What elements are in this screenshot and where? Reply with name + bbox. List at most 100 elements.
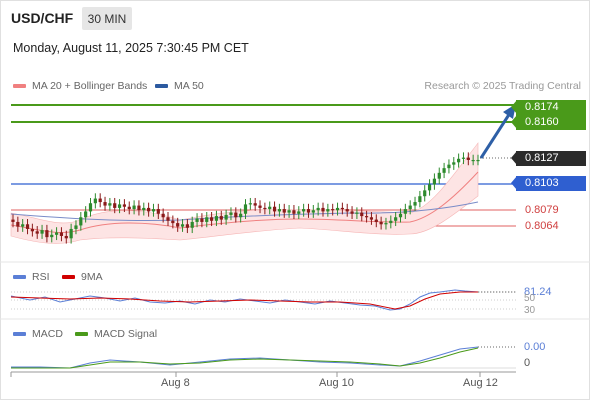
ma50-swatch: [155, 84, 168, 88]
candle-body: [25, 224, 30, 229]
candle-body: [316, 207, 320, 211]
macd-swatch: [13, 332, 26, 336]
candle-body: [30, 228, 34, 232]
candle-body: [117, 204, 122, 208]
candle-body: [297, 211, 301, 214]
candle-body: [205, 217, 209, 222]
pivot-tag-arrow: [511, 176, 517, 190]
candle-body: [59, 232, 64, 236]
candle-body: [355, 212, 359, 214]
rsi-line: [10, 289, 479, 311]
candle-body: [147, 207, 151, 212]
candle-body: [21, 224, 25, 227]
candle-body: [384, 223, 388, 225]
candle-body: [302, 209, 306, 212]
candle-body: [224, 214, 228, 220]
candle-body: [176, 223, 180, 227]
candle-body: [127, 206, 131, 210]
candle-body: [364, 216, 369, 218]
legend-macd-signal-label: MACD Signal: [94, 328, 158, 340]
candle-body: [156, 209, 160, 214]
candle-body: [239, 213, 243, 218]
candle-body: [98, 198, 102, 203]
legend-9ma: 9MA: [62, 271, 103, 283]
candle-body: [16, 221, 20, 227]
legend-ma20-bollinger: MA 20 + Bollinger Bands: [13, 80, 147, 92]
candle-body: [122, 204, 127, 207]
current-price-tag: 0.8127: [516, 151, 586, 166]
candle-body: [423, 190, 427, 197]
candle-body: [190, 221, 194, 228]
candle-body: [258, 205, 262, 208]
macd-line: [11, 346, 479, 369]
candle-body: [292, 210, 296, 214]
candle-body: [11, 219, 15, 222]
timeframe-button[interactable]: 30 MIN: [82, 7, 132, 30]
candle-body: [161, 213, 165, 218]
candle-body: [418, 196, 422, 203]
candle-body: [180, 224, 185, 227]
candle-body: [108, 203, 112, 206]
rsi-value: 81.24: [524, 286, 552, 298]
target-high-tag: 0.8174: [516, 100, 586, 115]
candle-body: [248, 203, 252, 205]
legend-ma50-label: MA 50: [174, 80, 204, 92]
candle-body: [69, 228, 73, 239]
current-price-tag-arrow: [511, 151, 517, 165]
candle-body: [306, 209, 311, 213]
legend-macd-signal: MACD Signal: [75, 328, 157, 340]
candle-body: [287, 210, 291, 213]
legend-macd: MACD: [13, 328, 63, 340]
candle-body: [50, 234, 54, 238]
candle-body: [457, 158, 461, 163]
candle-body: [263, 207, 267, 210]
x-label-aug12: Aug 12: [463, 377, 498, 389]
candle-body: [88, 203, 93, 212]
candle-body: [200, 218, 204, 222]
legend-rsi-label: RSI: [32, 271, 50, 283]
candle-body: [209, 217, 214, 221]
target-low-tag: 0.8160: [516, 115, 586, 130]
candle-body: [214, 216, 219, 221]
candle-body: [219, 216, 223, 220]
candle-body: [282, 209, 286, 213]
candle-body: [132, 205, 136, 210]
candle-body: [360, 212, 364, 217]
datetime-label: Monday, August 11, 2025 7:30:45 PM CET: [13, 41, 249, 55]
candle-body: [413, 202, 417, 206]
candle-body: [466, 157, 470, 160]
macd-signal-line: [11, 347, 479, 369]
legend-rsi: RSI: [13, 271, 50, 283]
candle-body: [40, 230, 44, 234]
target-low-tag-arrow: [511, 115, 517, 129]
x-label-aug8: Aug 8: [161, 377, 190, 389]
candle-body: [268, 206, 272, 210]
macd-zero-label: 0: [524, 357, 531, 369]
candle-body: [311, 210, 315, 213]
rsi-swatch: [13, 275, 26, 279]
symbol-title: USD/CHF: [11, 10, 74, 26]
rsi-level-30: 30: [524, 305, 536, 316]
candle-body: [45, 230, 49, 238]
candle-body: [103, 202, 107, 206]
candle-body: [408, 205, 412, 210]
support-2-label: 0.8064: [525, 220, 559, 232]
candle-body: [326, 209, 330, 212]
candle-body: [84, 211, 88, 218]
candle-body: [345, 209, 349, 212]
candle-body: [331, 209, 335, 211]
forecast-arrow: [479, 112, 512, 159]
legend-ma50: MA 50: [155, 80, 204, 92]
candle-body: [442, 168, 446, 173]
candle-body: [321, 207, 325, 212]
candle-body: [253, 203, 257, 206]
pivot-tag: 0.8103: [516, 176, 586, 191]
candle-body: [350, 211, 354, 214]
candle-body: [369, 217, 374, 220]
candle-body: [374, 219, 378, 222]
candles-group: [11, 152, 480, 244]
candle-body: [437, 172, 441, 179]
copyright-text: Research © 2025 Trading Central: [424, 80, 581, 92]
candle-body: [64, 235, 68, 239]
candle-body: [142, 207, 146, 211]
